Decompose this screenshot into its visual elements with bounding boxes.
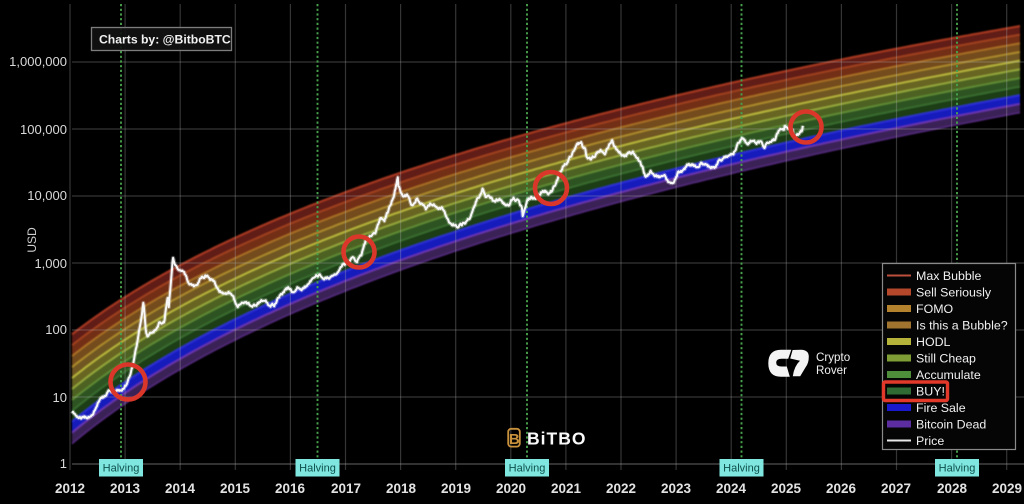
svg-text:Is this a Bubble?: Is this a Bubble?: [916, 318, 1008, 332]
svg-text:Still Cheap: Still Cheap: [916, 351, 976, 365]
svg-text:2014: 2014: [165, 481, 196, 496]
svg-text:1: 1: [60, 456, 67, 471]
svg-text:BiTBO: BiTBO: [527, 429, 586, 449]
svg-text:B: B: [509, 431, 520, 448]
svg-text:HODL: HODL: [916, 335, 951, 349]
svg-text:Rover: Rover: [816, 364, 847, 377]
svg-text:Halving: Halving: [509, 463, 546, 475]
svg-text:2013: 2013: [110, 481, 141, 496]
svg-text:Sell Seriously: Sell Seriously: [916, 285, 992, 299]
svg-text:Accumulate: Accumulate: [916, 368, 981, 382]
svg-text:2017: 2017: [331, 481, 361, 496]
svg-text:2028: 2028: [937, 481, 968, 496]
svg-text:2012: 2012: [55, 481, 85, 496]
svg-text:2027: 2027: [881, 481, 911, 496]
svg-text:2026: 2026: [826, 481, 857, 496]
svg-text:2024: 2024: [716, 481, 747, 496]
svg-text:2018: 2018: [386, 481, 417, 496]
svg-text:2016: 2016: [275, 481, 306, 496]
svg-text:Halving: Halving: [723, 463, 760, 475]
svg-text:100,000: 100,000: [20, 122, 67, 137]
svg-text:Price: Price: [916, 434, 944, 448]
svg-text:2015: 2015: [220, 481, 251, 496]
svg-text:10: 10: [53, 390, 67, 405]
svg-text:2019: 2019: [441, 481, 471, 496]
svg-text:2021: 2021: [551, 481, 582, 496]
svg-text:Halving: Halving: [939, 463, 976, 475]
svg-text:2029: 2029: [992, 481, 1022, 496]
svg-text:Max Bubble: Max Bubble: [916, 269, 982, 283]
svg-text:Fire Sale: Fire Sale: [916, 401, 966, 415]
svg-text:Charts by: @BitboBTC: Charts by: @BitboBTC: [99, 33, 231, 47]
svg-text:10,000: 10,000: [27, 188, 67, 203]
svg-text:1,000,000: 1,000,000: [9, 54, 67, 69]
svg-text:Bitcoin Dead: Bitcoin Dead: [916, 417, 986, 431]
svg-text:2023: 2023: [661, 481, 692, 496]
svg-text:Halving: Halving: [103, 463, 140, 475]
svg-text:USD: USD: [25, 227, 39, 253]
svg-text:2025: 2025: [771, 481, 802, 496]
svg-text:1,000: 1,000: [34, 256, 67, 271]
svg-text:100: 100: [45, 322, 67, 337]
svg-text:FOMO: FOMO: [916, 302, 954, 316]
svg-text:Halving: Halving: [299, 463, 336, 475]
svg-text:2020: 2020: [496, 481, 526, 496]
svg-text:Crypto: Crypto: [816, 351, 850, 364]
svg-text:2022: 2022: [606, 481, 636, 496]
svg-text:BUY!: BUY!: [916, 384, 945, 398]
